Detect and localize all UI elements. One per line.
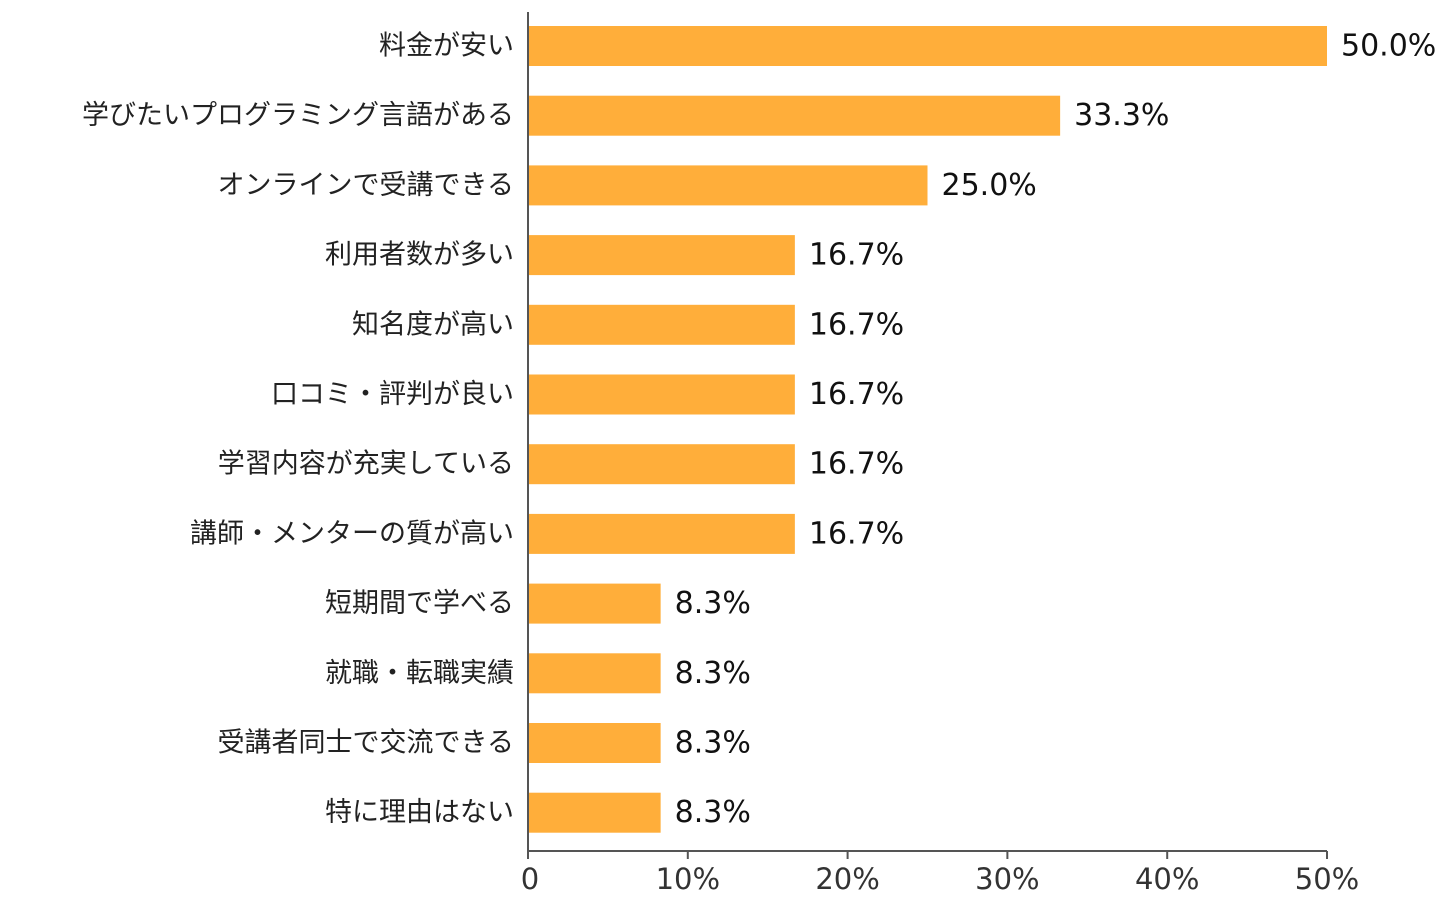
bar: [529, 723, 661, 763]
category-label: 受講者同士で交流できる: [218, 728, 514, 759]
bar: [529, 792, 661, 833]
category-label: 学びたいプログラミング言語がある: [82, 100, 514, 131]
value-label: 8.3%: [675, 656, 751, 691]
bar: [529, 304, 795, 345]
x-tick-label: 20%: [815, 862, 879, 896]
axes-group: [527, 12, 1327, 852]
value-label: 8.3%: [675, 795, 751, 830]
category-label: 口コミ・評判が良い: [271, 379, 514, 410]
category-label: 短期間で学べる: [325, 588, 514, 619]
value-labels-group: 50.0% 33.3% 25.0% 16.7% 16.7% 16.7% 16.7% 16.7%…: [675, 29, 1437, 831]
value-label: 16.7%: [809, 307, 904, 342]
value-label: 50.0%: [1341, 29, 1436, 64]
x-tick-label: 50%: [1295, 862, 1359, 896]
category-label: 料金が安い: [379, 31, 514, 62]
x-tick-label: 10%: [656, 862, 720, 896]
bar: [529, 165, 928, 206]
value-label: 25.0%: [942, 168, 1037, 203]
bar: [529, 653, 661, 694]
bar: [529, 513, 795, 554]
category-label: 講師・メンターの質が高い: [190, 518, 514, 549]
category-label: 学習内容が充実している: [218, 449, 514, 480]
bar: [529, 583, 661, 624]
value-label: 8.3%: [675, 586, 751, 621]
category-label: オンラインで受講できる: [218, 170, 514, 201]
x-tick-label: 0: [521, 862, 539, 896]
x-tick-label: 40%: [1135, 862, 1199, 896]
bars-group: [529, 26, 1327, 833]
value-label: 16.7%: [809, 447, 904, 482]
category-label: 利用者数が多い: [325, 240, 514, 271]
bar: [529, 444, 795, 485]
value-label: 8.3%: [675, 726, 751, 761]
x-tick-label: 30%: [975, 862, 1039, 896]
category-labels-group: 料金が安い学びたいプログラミング言語があるオンラインで受講できる利用者数が多い知…: [82, 31, 514, 829]
bar: [529, 95, 1061, 136]
category-label: 特に理由はない: [325, 797, 514, 828]
value-label: 16.7%: [809, 377, 904, 412]
bar: [529, 374, 795, 415]
x-ticks-group: 0 10% 20% 30% 40% 50%: [521, 851, 1359, 896]
category-label: 知名度が高い: [352, 309, 514, 340]
bar: [529, 235, 795, 276]
bar: [529, 26, 1327, 66]
value-label: 33.3%: [1074, 98, 1169, 133]
category-label: 就職・転職実績: [325, 658, 514, 689]
value-label: 16.7%: [809, 238, 904, 273]
value-label: 16.7%: [809, 516, 904, 551]
